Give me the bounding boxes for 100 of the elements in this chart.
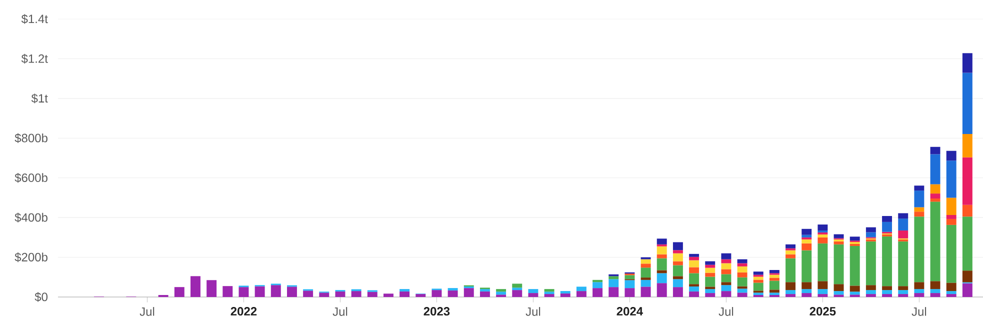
bar xyxy=(496,292,506,295)
bar xyxy=(818,294,828,297)
bar xyxy=(850,246,860,286)
bar xyxy=(946,198,956,215)
bar xyxy=(866,294,876,297)
bar xyxy=(786,258,796,282)
bar xyxy=(383,294,394,297)
bar xyxy=(946,214,956,219)
bar xyxy=(689,254,700,257)
bar xyxy=(962,204,972,217)
y-tick-label: $1.4t xyxy=(21,14,48,24)
bar xyxy=(898,290,908,294)
bar xyxy=(769,292,780,296)
bar xyxy=(786,254,796,258)
bar xyxy=(351,291,362,297)
bar xyxy=(705,276,716,287)
bar xyxy=(400,291,410,297)
bar xyxy=(930,293,940,297)
bar xyxy=(737,266,748,272)
bar xyxy=(753,272,764,275)
bar xyxy=(656,238,667,244)
bar xyxy=(705,286,716,290)
bar xyxy=(962,53,972,73)
bar xyxy=(721,269,732,274)
bar xyxy=(705,264,716,268)
bar xyxy=(689,256,700,260)
bar xyxy=(818,224,828,230)
bar xyxy=(705,261,716,265)
bar xyxy=(640,286,651,297)
y-tick-label: $800b xyxy=(14,133,48,144)
bar xyxy=(624,275,635,280)
bar xyxy=(624,280,635,288)
bar xyxy=(802,228,812,235)
bar xyxy=(464,288,474,297)
bar xyxy=(818,281,828,290)
bar xyxy=(689,273,700,284)
bar xyxy=(689,260,700,268)
bar xyxy=(721,282,732,286)
bar xyxy=(753,276,764,280)
bar xyxy=(898,213,908,219)
bar xyxy=(689,286,700,292)
bar xyxy=(930,184,940,194)
bar xyxy=(866,290,876,294)
bar xyxy=(946,160,956,198)
bar xyxy=(962,283,972,297)
bar xyxy=(834,284,844,292)
bar xyxy=(882,236,892,286)
y-tick-label: $600b xyxy=(14,173,48,183)
bar xyxy=(850,292,860,295)
bar xyxy=(930,289,940,294)
bar xyxy=(914,207,924,212)
bar xyxy=(544,294,554,297)
bar xyxy=(882,294,892,297)
bar xyxy=(786,282,796,290)
bar xyxy=(818,237,828,244)
bar xyxy=(512,288,522,290)
bar xyxy=(335,291,346,297)
bar xyxy=(737,263,748,266)
x-tick-label: Jul xyxy=(718,307,734,316)
bar xyxy=(656,273,667,284)
bar xyxy=(737,272,748,278)
bar xyxy=(592,282,603,288)
bar xyxy=(914,186,924,191)
bar xyxy=(737,277,748,286)
bar xyxy=(672,242,683,250)
bar xyxy=(672,265,683,276)
bar xyxy=(753,282,764,291)
bar xyxy=(786,250,796,254)
bar xyxy=(737,292,748,297)
bar xyxy=(898,218,908,230)
bar xyxy=(898,230,908,238)
bar xyxy=(512,284,522,288)
bar xyxy=(834,241,844,244)
bar xyxy=(930,146,940,154)
bar xyxy=(834,244,844,284)
bar xyxy=(737,288,748,293)
bar xyxy=(882,286,892,290)
bar xyxy=(866,241,876,286)
bar xyxy=(416,294,426,297)
bar xyxy=(721,285,732,292)
x-tick-label: 2022 xyxy=(230,307,257,316)
bar xyxy=(640,268,651,278)
bar xyxy=(834,291,844,295)
bar xyxy=(672,250,683,254)
bar xyxy=(608,276,619,280)
bar xyxy=(946,150,956,161)
y-tick-label: $0 xyxy=(34,292,48,302)
bar xyxy=(802,234,812,238)
bar xyxy=(802,250,812,282)
bar xyxy=(656,270,667,274)
bar xyxy=(270,285,281,297)
bar xyxy=(802,239,812,244)
bar xyxy=(705,268,716,273)
bar xyxy=(850,236,860,241)
bar xyxy=(962,216,972,271)
bar xyxy=(946,218,956,225)
bar xyxy=(496,289,506,292)
x-tick-label: 2024 xyxy=(616,307,643,316)
bar xyxy=(672,253,683,262)
bar xyxy=(238,287,249,297)
